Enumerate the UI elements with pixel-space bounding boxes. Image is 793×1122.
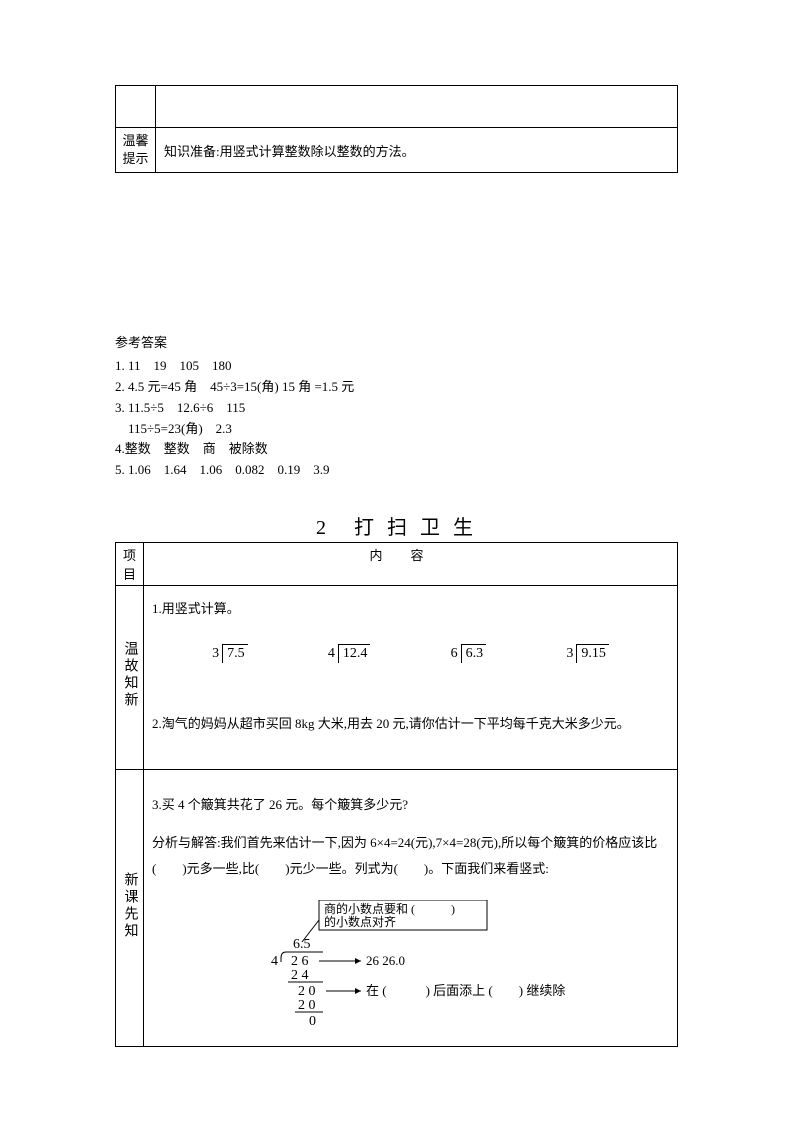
long-division: 6 6.3 — [451, 644, 487, 663]
arrow1-text: 26 26.0 — [366, 953, 405, 968]
long-division: 3 7.5 — [212, 644, 248, 663]
section-label-1: 温故知新 — [116, 585, 144, 769]
division-problems: 3 7.5 4 12.4 6 6.3 3 9.15 — [172, 644, 649, 663]
answers-heading: 参考答案 — [115, 333, 678, 354]
q2-text: 2.淘气的妈妈从超市买回 8kg 大米,用去 20 元,请你估计一下平均每千克大… — [152, 713, 669, 735]
section-1-content: 1.用竖式计算。 3 7.5 4 12.4 6 6.3 3 9.15 — [144, 585, 678, 769]
long-division: 4 12.4 — [328, 644, 371, 663]
header-col1: 项目 — [116, 542, 144, 585]
calc-line: 2 4 — [291, 968, 309, 983]
answer-line: 1. 11 19 105 180 — [115, 356, 678, 377]
divisor: 4 — [271, 954, 278, 969]
dividend: 2 6 — [291, 954, 309, 969]
answer-line: 115÷5=23(角) 2.3 — [115, 419, 678, 440]
answer-line: 5. 1.06 1.64 1.06 0.082 0.19 3.9 — [115, 460, 678, 481]
tip-label: 温馨提示 — [116, 128, 156, 173]
calc-line: 0 — [309, 1014, 316, 1029]
answer-line: 3. 11.5÷5 12.6÷6 115 — [115, 398, 678, 419]
box-text: 商的小数点要和 ( ) — [324, 901, 455, 916]
tip-table: 温馨提示 知识准备:用竖式计算整数除以整数的方法。 — [115, 85, 678, 173]
answer-line: 2. 4.5 元=45 角 45÷3=15(角) 15 角 =1.5 元 — [115, 377, 678, 398]
calc-line: 2 0 — [298, 984, 316, 999]
q3-text: 3.买 4 个簸箕共花了 26 元。每个簸箕多少元? — [152, 794, 669, 816]
long-division: 3 9.15 — [566, 644, 609, 663]
section-2-content: 3.买 4 个簸箕共花了 26 元。每个簸箕多少元? 分析与解答:我们首先来估计… — [144, 770, 678, 1047]
tip-empty-content — [156, 86, 678, 128]
q1-label: 1.用竖式计算。 — [152, 598, 669, 620]
answer-line: 4.整数 整数 商 被除数 — [115, 439, 678, 460]
answers-block: 参考答案 1. 11 19 105 180 2. 4.5 元=45 角 45÷3… — [115, 333, 678, 481]
vertical-calculation: 商的小数点要和 ( ) 的小数点对齐 6.5 4 2 6 — [152, 900, 669, 1030]
tip-content: 知识准备:用竖式计算整数除以整数的方法。 — [156, 128, 678, 173]
section-label-2: 新课先知 — [116, 770, 144, 1047]
tip-empty-label — [116, 86, 156, 128]
quotient: 6.5 — [293, 937, 311, 952]
calc-line: 2 0 — [298, 998, 316, 1013]
lesson-table: 项目 内容 温故知新 1.用竖式计算。 3 7.5 4 12.4 6 6.3 — [115, 542, 678, 1047]
lesson-title: 2 打 扫 卫 生 — [115, 511, 678, 540]
calculation-diagram: 商的小数点要和 ( ) 的小数点对齐 6.5 4 2 6 — [201, 900, 621, 1030]
box-text: 的小数点对齐 — [324, 914, 396, 929]
header-col2: 内容 — [144, 542, 678, 585]
arrow2-text: 在 ( ) 后面添上 ( ) 继续除 — [366, 983, 565, 998]
q3-analysis: 分析与解答:我们首先来估计一下,因为 6×4=24(元),7×4=28(元),所… — [152, 830, 669, 882]
